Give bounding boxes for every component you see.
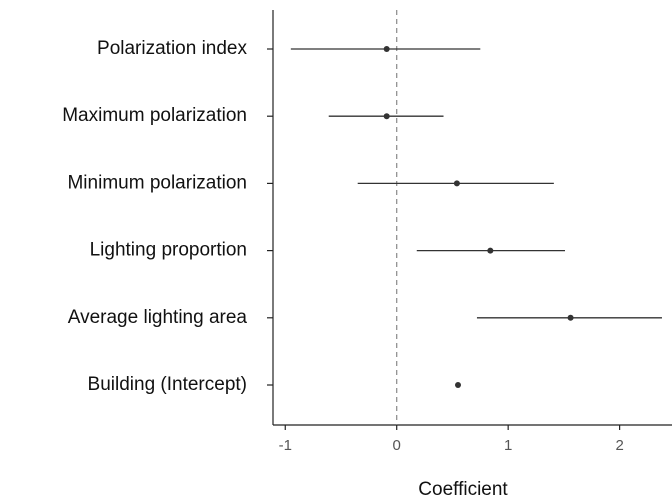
y-tick-label: Building (Intercept) xyxy=(88,374,247,395)
y-tick-label: Lighting proportion xyxy=(90,240,247,261)
y-tick-label: Maximum polarization xyxy=(62,105,247,126)
y-tick-label: Average lighting area xyxy=(68,307,248,328)
estimate-point xyxy=(383,46,390,52)
y-tick-label: Polarization index xyxy=(97,38,247,59)
x-tick-label: -1 xyxy=(279,437,292,454)
estimate-point xyxy=(487,247,494,254)
x-tick-label: 1 xyxy=(504,437,512,454)
x-tick-label: 2 xyxy=(615,437,623,454)
x-tick-label: 0 xyxy=(393,437,401,454)
estimate-point xyxy=(453,180,460,187)
estimate-point xyxy=(455,382,462,388)
estimate-point xyxy=(383,113,390,120)
x-axis-title: Coefficient xyxy=(418,479,508,500)
estimate-point xyxy=(567,314,574,321)
y-tick-label: Minimum polarization xyxy=(67,172,247,193)
